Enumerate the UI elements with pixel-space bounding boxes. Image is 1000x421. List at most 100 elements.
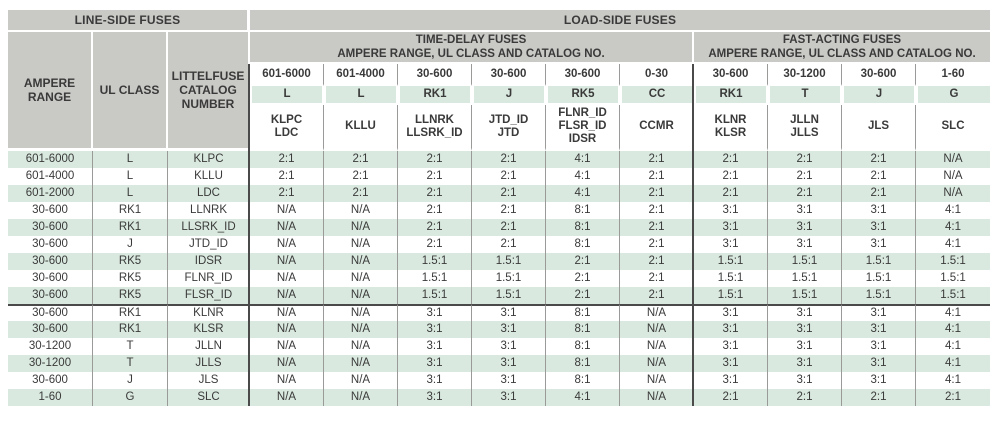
line-side-fuses-header: LINE-SIDE FUSES: [8, 10, 250, 32]
selectivity-ratio-cell: N/A: [620, 321, 694, 338]
selectivity-ratio-cell: 8:1: [546, 372, 620, 389]
selectivity-ratio-cell: 1.5:1: [694, 287, 768, 304]
group-title: TIME-DELAY FUSES: [415, 33, 527, 46]
row-ampere-range: 30-600: [8, 321, 93, 338]
fuse-col-catalog-numbers: LLNRK LLSRK_ID: [398, 105, 472, 151]
row-ampere-range: 601-6000: [8, 151, 93, 168]
row-ampere-range: 1-60: [8, 389, 93, 406]
row-ul-class: J: [93, 236, 168, 253]
selectivity-ratio-cell: 2:1: [472, 168, 546, 185]
catalog-number-line: JTD: [497, 126, 520, 139]
selectivity-ratio-cell: 3:1: [398, 389, 472, 406]
selectivity-ratio-cell: N/A: [324, 219, 398, 236]
selectivity-ratio-cell: 1.5:1: [916, 287, 990, 304]
selectivity-ratio-cell: N/A: [916, 168, 990, 185]
selectivity-ratio-cell: N/A: [324, 253, 398, 270]
fuse-col-catalog-numbers: JTD_ID JTD: [472, 105, 546, 151]
selectivity-ratio-cell: N/A: [250, 253, 324, 270]
catalog-number-line: IDSR: [568, 133, 597, 145]
selectivity-ratio-cell: 4:1: [916, 372, 990, 389]
row-ampere-range: 30-600: [8, 304, 93, 321]
selectivity-ratio-cell: 3:1: [768, 355, 842, 372]
row-ampere-range: 30-600: [8, 287, 93, 304]
selectivity-ratio-cell: N/A: [916, 185, 990, 202]
row-catalog-number: LLSRK_ID: [168, 219, 250, 236]
fuse-col-ul-class: RK5: [546, 86, 620, 105]
selectivity-ratio-cell: 4:1: [916, 304, 990, 321]
selectivity-ratio-cell: N/A: [324, 355, 398, 372]
selectivity-ratio-cell: 2:1: [768, 168, 842, 185]
selectivity-ratio-cell: 2:1: [250, 151, 324, 168]
selectivity-ratio-cell: 1.5:1: [398, 287, 472, 304]
row-ul-class: RK5: [93, 253, 168, 270]
catalog-number-line: JLS: [867, 120, 890, 132]
selectivity-ratio-cell: 1.5:1: [472, 270, 546, 287]
catalog-number-line: FLSR_ID: [558, 120, 607, 132]
selectivity-ratio-cell: 2:1: [842, 185, 916, 202]
selectivity-ratio-cell: 2:1: [546, 253, 620, 270]
selectivity-ratio-cell: 2:1: [472, 185, 546, 202]
selectivity-ratio-cell: 2:1: [620, 185, 694, 202]
fuse-col-ul-class: J: [472, 86, 546, 105]
row-ampere-range: 30-600: [8, 253, 93, 270]
row-catalog-number: LDC: [168, 185, 250, 202]
selectivity-ratio-cell: 1.5:1: [472, 253, 546, 270]
selectivity-ratio-cell: 2:1: [472, 202, 546, 219]
selectivity-ratio-cell: 3:1: [472, 321, 546, 338]
row-ampere-range: 30-600: [8, 236, 93, 253]
row-ampere-range: 30-600: [8, 270, 93, 287]
selectivity-ratio-cell: 2:1: [620, 253, 694, 270]
row-catalog-number: JLS: [168, 372, 250, 389]
catalog-number-line: KLPC: [270, 113, 303, 126]
fuse-selectivity-ratio-table: LINE-SIDE FUSES LOAD-SIDE FUSES AMPERE RAN…: [8, 10, 990, 406]
selectivity-ratio-cell: 3:1: [842, 236, 916, 253]
selectivity-ratio-cell: 3:1: [398, 355, 472, 372]
selectivity-ratio-cell: 1.5:1: [842, 270, 916, 287]
selectivity-ratio-cell: 1.5:1: [398, 253, 472, 270]
selectivity-ratio-cell: N/A: [250, 355, 324, 372]
row-ul-class: T: [93, 355, 168, 372]
selectivity-ratio-cell: 2:1: [398, 168, 472, 185]
selectivity-ratio-cell: 8:1: [546, 338, 620, 355]
selectivity-ratio-cell: 3:1: [398, 321, 472, 338]
selectivity-ratio-cell: 1.5:1: [842, 253, 916, 270]
row-catalog-number: JLLS: [168, 355, 250, 372]
group-title: FAST-ACTING FUSES: [782, 33, 902, 46]
selectivity-ratio-cell: 3:1: [472, 355, 546, 372]
selectivity-ratio-cell: 3:1: [768, 338, 842, 355]
selectivity-ratio-cell: 2:1: [620, 270, 694, 287]
ampere-range-column-header: AMPERE RANGE: [8, 32, 93, 151]
row-catalog-number: KLSR: [168, 321, 250, 338]
selectivity-ratio-cell: 4:1: [546, 151, 620, 168]
fuse-col-ul-class: G: [916, 86, 990, 105]
selectivity-ratio-cell: 8:1: [546, 321, 620, 338]
selectivity-ratio-cell: 2:1: [916, 389, 990, 406]
selectivity-ratio-cell: N/A: [250, 389, 324, 406]
catalog-number-line: SLC: [941, 120, 965, 132]
selectivity-ratio-cell: 1.5:1: [694, 253, 768, 270]
selectivity-ratio-cell: 1.5:1: [842, 287, 916, 304]
row-ul-class: G: [93, 389, 168, 406]
fuse-col-ul-class: RK1: [398, 86, 472, 105]
selectivity-ratio-cell: 2:1: [694, 168, 768, 185]
selectivity-ratio-cell: 2:1: [842, 389, 916, 406]
row-catalog-number: FLSR_ID: [168, 287, 250, 304]
selectivity-ratio-cell: 3:1: [842, 202, 916, 219]
row-ampere-range: 30-1200: [8, 338, 93, 355]
selectivity-ratio-cell: 2:1: [768, 185, 842, 202]
selectivity-ratio-cell: N/A: [250, 202, 324, 219]
selectivity-ratio-cell: 3:1: [842, 304, 916, 321]
selectivity-ratio-cell: N/A: [324, 304, 398, 321]
fuse-col-ul-class: CC: [620, 86, 694, 105]
ul-class-column-header: UL CLASS: [93, 32, 168, 151]
selectivity-ratio-cell: 3:1: [842, 321, 916, 338]
selectivity-ratio-cell: N/A: [250, 236, 324, 253]
row-ampere-range: 601-2000: [8, 185, 93, 202]
fuse-col-ul-class: RK1: [694, 86, 768, 105]
selectivity-ratio-cell: 8:1: [546, 355, 620, 372]
catalog-number-line: KLLU: [345, 120, 376, 132]
row-ul-class: RK1: [93, 219, 168, 236]
row-ul-class: L: [93, 168, 168, 185]
selectivity-ratio-cell: N/A: [324, 236, 398, 253]
selectivity-ratio-cell: N/A: [250, 372, 324, 389]
